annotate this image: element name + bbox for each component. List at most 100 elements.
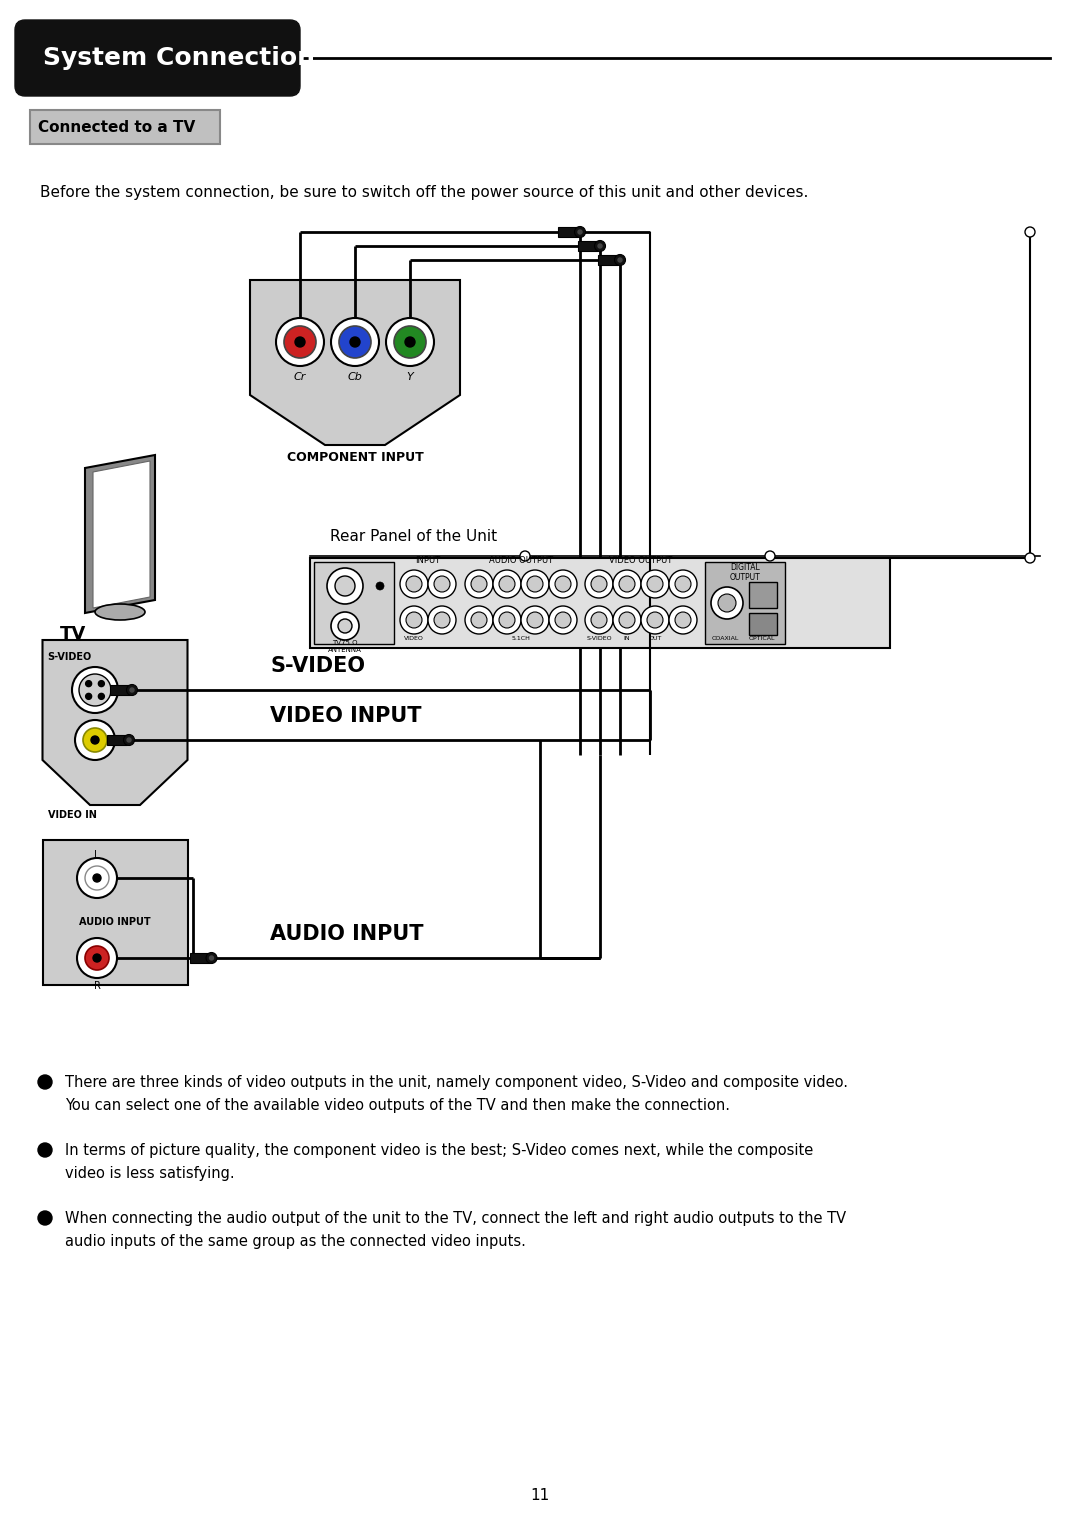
Circle shape bbox=[330, 612, 359, 640]
Circle shape bbox=[428, 606, 456, 634]
Circle shape bbox=[72, 667, 118, 713]
Circle shape bbox=[499, 612, 515, 628]
FancyBboxPatch shape bbox=[750, 612, 777, 635]
Circle shape bbox=[338, 618, 352, 634]
Circle shape bbox=[613, 606, 642, 634]
FancyBboxPatch shape bbox=[558, 228, 578, 237]
Text: R: R bbox=[94, 980, 100, 991]
Text: 5.1CH: 5.1CH bbox=[512, 637, 530, 641]
Circle shape bbox=[327, 568, 363, 605]
Text: Cr: Cr bbox=[294, 373, 307, 382]
Circle shape bbox=[339, 325, 372, 357]
Text: When connecting the audio output of the unit to the TV, connect the left and rig: When connecting the audio output of the … bbox=[65, 1211, 846, 1249]
Circle shape bbox=[521, 606, 549, 634]
Circle shape bbox=[91, 736, 99, 744]
Circle shape bbox=[578, 231, 582, 234]
Circle shape bbox=[394, 325, 426, 357]
Circle shape bbox=[591, 612, 607, 628]
Text: Y: Y bbox=[407, 373, 414, 382]
Circle shape bbox=[400, 570, 428, 599]
Circle shape bbox=[619, 612, 635, 628]
Circle shape bbox=[499, 576, 515, 592]
Circle shape bbox=[350, 337, 360, 347]
Circle shape bbox=[276, 318, 324, 366]
Circle shape bbox=[98, 693, 105, 699]
Circle shape bbox=[85, 693, 92, 699]
Circle shape bbox=[295, 337, 305, 347]
Text: TV75 Ω
ANTENNA: TV75 Ω ANTENNA bbox=[328, 640, 362, 654]
Text: S-VIDEO: S-VIDEO bbox=[586, 637, 611, 641]
FancyBboxPatch shape bbox=[314, 562, 394, 644]
Text: VIDEO: VIDEO bbox=[404, 637, 424, 641]
Circle shape bbox=[675, 576, 691, 592]
FancyBboxPatch shape bbox=[110, 686, 130, 695]
Text: System Connection: System Connection bbox=[43, 46, 315, 70]
Circle shape bbox=[555, 576, 571, 592]
Circle shape bbox=[594, 240, 606, 252]
FancyBboxPatch shape bbox=[705, 562, 785, 644]
Circle shape bbox=[591, 576, 607, 592]
Circle shape bbox=[585, 570, 613, 599]
Circle shape bbox=[549, 570, 577, 599]
Circle shape bbox=[575, 226, 585, 238]
Text: S-VIDEO: S-VIDEO bbox=[48, 652, 92, 663]
Circle shape bbox=[642, 606, 669, 634]
Circle shape bbox=[519, 551, 530, 560]
Text: COMPONENT INPUT: COMPONENT INPUT bbox=[286, 450, 423, 464]
Text: There are three kinds of video outputs in the unit, namely component video, S-Vi: There are three kinds of video outputs i… bbox=[65, 1075, 848, 1113]
Text: Cb: Cb bbox=[348, 373, 363, 382]
Circle shape bbox=[85, 947, 109, 970]
Circle shape bbox=[647, 612, 663, 628]
Circle shape bbox=[549, 606, 577, 634]
Polygon shape bbox=[85, 455, 156, 612]
Circle shape bbox=[210, 956, 214, 960]
Circle shape bbox=[79, 673, 111, 705]
Circle shape bbox=[284, 325, 316, 357]
Text: VIDEO INPUT: VIDEO INPUT bbox=[270, 705, 421, 725]
Text: INPUT: INPUT bbox=[416, 556, 441, 565]
Circle shape bbox=[386, 318, 434, 366]
Circle shape bbox=[521, 570, 549, 599]
Circle shape bbox=[400, 606, 428, 634]
Circle shape bbox=[615, 255, 625, 266]
FancyBboxPatch shape bbox=[189, 953, 210, 964]
Circle shape bbox=[618, 258, 622, 263]
Circle shape bbox=[1025, 553, 1035, 563]
Ellipse shape bbox=[95, 605, 145, 620]
Polygon shape bbox=[42, 640, 188, 805]
Circle shape bbox=[471, 612, 487, 628]
Circle shape bbox=[85, 866, 109, 890]
FancyBboxPatch shape bbox=[15, 20, 300, 96]
Circle shape bbox=[718, 594, 735, 612]
Circle shape bbox=[465, 570, 492, 599]
Circle shape bbox=[38, 1211, 52, 1225]
Circle shape bbox=[335, 576, 355, 596]
Circle shape bbox=[1025, 228, 1035, 237]
Text: VIDEO OUTPUT: VIDEO OUTPUT bbox=[609, 556, 673, 565]
Circle shape bbox=[127, 738, 131, 742]
Circle shape bbox=[330, 318, 379, 366]
FancyBboxPatch shape bbox=[107, 734, 127, 745]
Text: DIGITAL
OUTPUT: DIGITAL OUTPUT bbox=[730, 563, 760, 582]
Text: L: L bbox=[94, 851, 99, 860]
Circle shape bbox=[619, 576, 635, 592]
Circle shape bbox=[130, 689, 134, 692]
Circle shape bbox=[492, 606, 521, 634]
Polygon shape bbox=[249, 279, 460, 444]
Circle shape bbox=[83, 728, 107, 751]
Circle shape bbox=[406, 576, 422, 592]
Circle shape bbox=[93, 873, 102, 883]
Circle shape bbox=[126, 684, 137, 695]
Circle shape bbox=[585, 606, 613, 634]
Circle shape bbox=[406, 612, 422, 628]
Circle shape bbox=[405, 337, 415, 347]
Text: AUDIO INPUT: AUDIO INPUT bbox=[79, 918, 151, 927]
Circle shape bbox=[93, 954, 102, 962]
Circle shape bbox=[471, 576, 487, 592]
Circle shape bbox=[38, 1075, 52, 1089]
FancyBboxPatch shape bbox=[42, 840, 188, 985]
Circle shape bbox=[527, 576, 543, 592]
Circle shape bbox=[123, 734, 135, 745]
Polygon shape bbox=[93, 461, 150, 608]
Circle shape bbox=[527, 612, 543, 628]
